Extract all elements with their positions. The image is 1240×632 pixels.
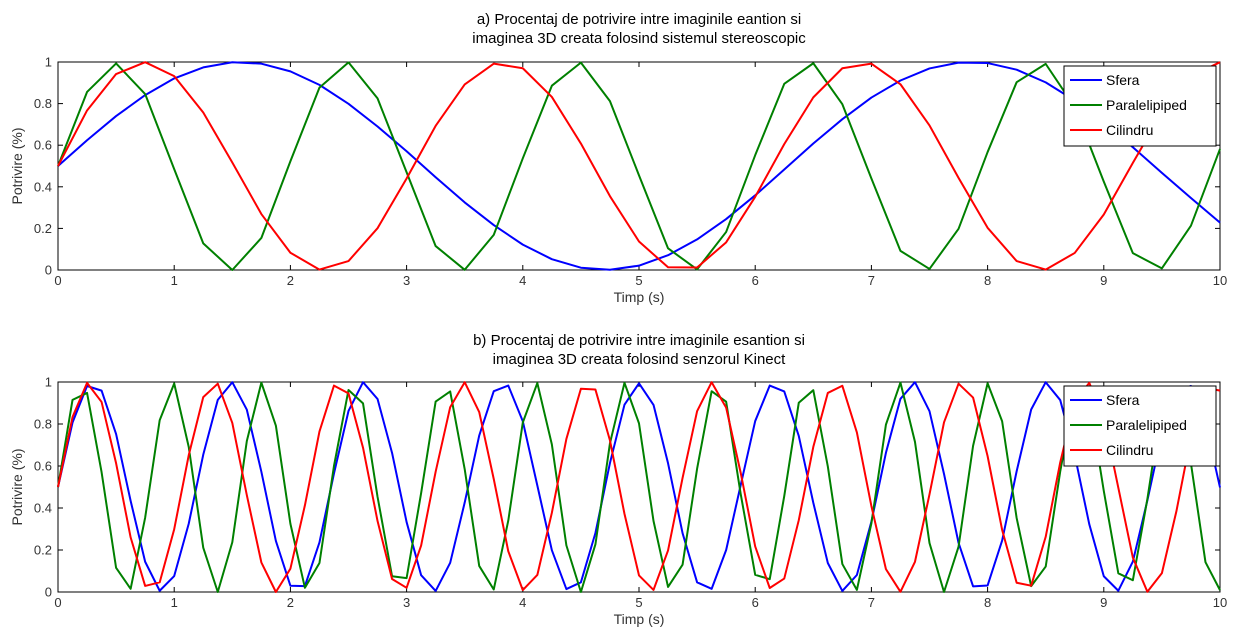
subplot-b-x-tick-5: 5	[635, 595, 642, 610]
subplot-b-x-tick-1: 1	[171, 595, 178, 610]
subplot-a-x-tick-9: 9	[1100, 273, 1107, 288]
subplot-a-title-line-1: a) Procentaj de potrivire intre imaginil…	[477, 11, 801, 28]
subplot-b-y-tick-4: 0.8	[34, 417, 52, 432]
subplot-b-series-sfera	[57, 381, 1221, 592]
subplot-a-legend-label-paralelipiped: Paralelipiped	[1106, 97, 1187, 113]
subplot-a-x-axis-label: Timp (s)	[614, 289, 665, 305]
subplot-a-plot-area	[57, 61, 1221, 271]
subplot-b-y-tick-0: 0	[45, 585, 52, 600]
subplot-b-y-tick-1: 0.2	[34, 543, 52, 558]
subplot-b-title-line-2: imaginea 3D creata folosind senzorul Kin…	[493, 351, 786, 368]
subplot-b-x-tick-0: 0	[54, 595, 61, 610]
subplot-b-legend: Sfera Paralelipiped Cilindru	[1063, 385, 1217, 467]
subplot-b-x-tick-6: 6	[752, 595, 759, 610]
subplot-a-y-tick-1: 0.2	[34, 221, 52, 236]
subplot-b-x-tick-4: 4	[519, 595, 526, 610]
subplot-b-x-tick-labels: 0 1 2 3 4 5 6 7 8 9 10	[54, 595, 1227, 610]
subplot-a: a) Procentaj de potrivire intre imaginil…	[9, 11, 1227, 305]
subplot-a-x-tick-0: 0	[54, 273, 61, 288]
subplot-b-series-cilindru	[57, 381, 1221, 593]
subplot-a-x-tick-labels: 0 1 2 3 4 5 6 7 8 9 10	[54, 273, 1227, 288]
subplot-b-x-tick-8: 8	[984, 595, 991, 610]
subplot-a-series	[57, 61, 1221, 271]
subplot-b-y-tick-labels: 0 0.2 0.4 0.6 0.8 1	[34, 375, 52, 600]
subplot-a-x-tick-5: 5	[635, 273, 642, 288]
subplot-a-x-tick-8: 8	[984, 273, 991, 288]
subplot-a-y-axis-label: Potrivire (%)	[9, 127, 25, 204]
subplot-a-x-tick-6: 6	[752, 273, 759, 288]
subplot-b-y-tick-2: 0.4	[34, 501, 52, 516]
subplot-a-x-tick-10: 10	[1213, 273, 1227, 288]
subplot-b-y-tick-5: 1	[45, 375, 52, 390]
subplot-a-y-tick-2: 0.4	[34, 179, 52, 194]
subplot-a-x-tick-1: 1	[171, 273, 178, 288]
subplot-a-title-line-2: imaginea 3D creata folosind sistemul ste…	[472, 30, 806, 47]
subplot-b-legend-label-cilindru: Cilindru	[1106, 442, 1153, 458]
subplot-b-x-tick-3: 3	[403, 595, 410, 610]
subplot-a-y-tick-4: 0.8	[34, 96, 52, 111]
subplot-a-series-cilindru	[57, 61, 1221, 271]
subplot-a-legend-label-sfera: Sfera	[1106, 72, 1140, 88]
subplot-b-y-tick-3: 0.6	[34, 459, 52, 474]
subplot-b-y-axis-label: Potrivire (%)	[9, 448, 25, 525]
subplot-a-x-tick-4: 4	[519, 273, 526, 288]
subplot-a-x-tick-3: 3	[403, 273, 410, 288]
subplot-b-x-tick-2: 2	[287, 595, 294, 610]
subplot-b-legend-label-paralelipiped: Paralelipiped	[1106, 417, 1187, 433]
subplot-a-x-tick-7: 7	[868, 273, 875, 288]
subplot-b-x-tick-9: 9	[1100, 595, 1107, 610]
subplot-b: b) Procentaj de potrivire intre imaginil…	[9, 332, 1227, 627]
subplot-a-y-tick-5: 1	[45, 55, 52, 70]
subplot-a-y-tick-0: 0	[45, 263, 52, 278]
subplot-a-y-tick-3: 0.6	[34, 138, 52, 153]
subplot-a-y-tick-labels: 0 0.2 0.4 0.6 0.8 1	[34, 55, 52, 278]
subplot-b-x-tick-7: 7	[868, 595, 875, 610]
subplot-b-title-line-1: b) Procentaj de potrivire intre imaginil…	[473, 332, 805, 349]
subplot-b-x-axis-label: Timp (s)	[614, 611, 665, 627]
subplot-b-series	[57, 381, 1221, 593]
subplot-a-x-tick-2: 2	[287, 273, 294, 288]
subplot-b-legend-label-sfera: Sfera	[1106, 392, 1140, 408]
subplot-a-series-paralelipiped	[57, 61, 1221, 271]
subplot-b-plot-area	[57, 381, 1221, 593]
subplot-a-series-sfera	[57, 61, 1221, 271]
subplot-a-legend: Sfera Paralelipiped Cilindru	[1063, 65, 1217, 147]
subplot-a-legend-label-cilindru: Cilindru	[1106, 122, 1153, 138]
subplot-b-series-paralelipiped	[57, 381, 1221, 593]
subplot-a-tick-marks	[57, 61, 1221, 271]
subplot-b-x-tick-10: 10	[1213, 595, 1227, 610]
